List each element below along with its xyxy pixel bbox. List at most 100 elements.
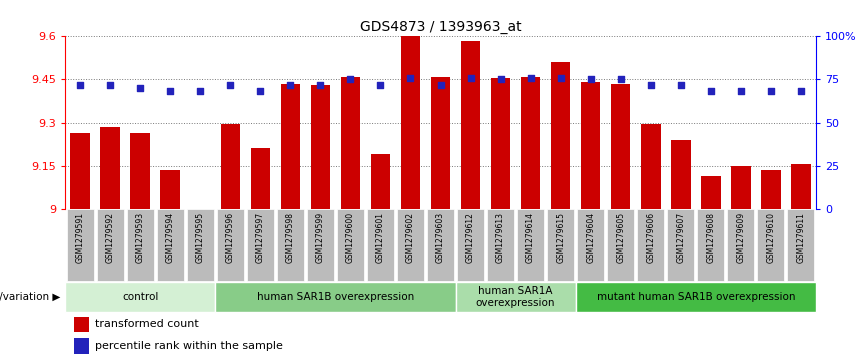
Text: control: control	[122, 292, 158, 302]
Bar	[74, 317, 89, 332]
Bar	[340, 77, 360, 209]
Point	[223, 82, 237, 87]
FancyBboxPatch shape	[577, 209, 604, 281]
FancyBboxPatch shape	[487, 209, 514, 281]
FancyBboxPatch shape	[456, 282, 575, 311]
FancyBboxPatch shape	[367, 209, 394, 281]
Point	[644, 82, 658, 87]
Text: GSM1279602: GSM1279602	[406, 212, 415, 262]
Bar	[461, 41, 480, 209]
FancyBboxPatch shape	[217, 209, 244, 281]
Point	[283, 82, 297, 87]
Point	[464, 75, 477, 81]
Point	[554, 75, 568, 81]
Text: GSM1279595: GSM1279595	[196, 212, 205, 263]
Point	[373, 82, 387, 87]
Text: human SAR1A
overexpression: human SAR1A overexpression	[476, 286, 556, 307]
Text: GSM1279599: GSM1279599	[316, 212, 325, 263]
Point	[704, 89, 718, 94]
Title: GDS4873 / 1393963_at: GDS4873 / 1393963_at	[359, 20, 522, 34]
FancyBboxPatch shape	[727, 209, 754, 281]
FancyBboxPatch shape	[65, 282, 215, 311]
Text: GSM1279600: GSM1279600	[346, 212, 355, 263]
Bar	[641, 124, 661, 209]
Text: GSM1279596: GSM1279596	[226, 212, 234, 263]
Bar	[70, 132, 90, 209]
Point	[404, 75, 418, 81]
Point	[194, 89, 207, 94]
Bar	[521, 77, 541, 209]
Text: GSM1279610: GSM1279610	[766, 212, 775, 262]
Text: GSM1279608: GSM1279608	[707, 212, 715, 262]
Text: GSM1279615: GSM1279615	[556, 212, 565, 262]
Text: GSM1279606: GSM1279606	[647, 212, 655, 263]
Text: mutant human SAR1B overexpression: mutant human SAR1B overexpression	[596, 292, 795, 302]
Text: GSM1279612: GSM1279612	[466, 212, 475, 262]
Point	[674, 82, 687, 87]
FancyBboxPatch shape	[277, 209, 304, 281]
Bar	[701, 176, 720, 209]
FancyBboxPatch shape	[608, 209, 635, 281]
FancyBboxPatch shape	[96, 209, 123, 281]
Bar	[731, 166, 751, 209]
FancyBboxPatch shape	[547, 209, 574, 281]
Bar	[431, 77, 450, 209]
Bar	[161, 170, 180, 209]
FancyBboxPatch shape	[307, 209, 334, 281]
FancyBboxPatch shape	[457, 209, 484, 281]
Text: GSM1279593: GSM1279593	[135, 212, 145, 263]
Text: GSM1279591: GSM1279591	[76, 212, 84, 262]
Text: GSM1279598: GSM1279598	[286, 212, 295, 262]
FancyBboxPatch shape	[187, 209, 214, 281]
Text: GSM1279604: GSM1279604	[586, 212, 595, 263]
Bar	[251, 148, 270, 209]
Text: GSM1279613: GSM1279613	[496, 212, 505, 262]
FancyBboxPatch shape	[157, 209, 184, 281]
Point	[794, 89, 808, 94]
Bar	[130, 132, 150, 209]
Point	[583, 77, 597, 82]
Text: GSM1279594: GSM1279594	[166, 212, 174, 263]
Point	[733, 89, 747, 94]
Bar	[581, 82, 601, 209]
Text: GSM1279605: GSM1279605	[616, 212, 625, 263]
Text: GSM1279611: GSM1279611	[797, 212, 806, 262]
Bar	[611, 84, 630, 209]
Point	[344, 77, 358, 82]
FancyBboxPatch shape	[758, 209, 785, 281]
Text: percentile rank within the sample: percentile rank within the sample	[95, 341, 283, 351]
Bar	[791, 164, 811, 209]
Text: GSM1279609: GSM1279609	[736, 212, 746, 263]
Point	[253, 89, 267, 94]
Text: GSM1279614: GSM1279614	[526, 212, 535, 262]
FancyBboxPatch shape	[697, 209, 724, 281]
Text: GSM1279601: GSM1279601	[376, 212, 385, 262]
Bar	[371, 154, 391, 209]
Bar	[551, 62, 570, 209]
FancyBboxPatch shape	[787, 209, 814, 281]
Point	[764, 89, 778, 94]
Bar	[280, 84, 300, 209]
Text: transformed count: transformed count	[95, 319, 200, 329]
Point	[494, 77, 508, 82]
Point	[313, 82, 327, 87]
Bar	[761, 170, 780, 209]
Bar	[671, 140, 691, 209]
FancyBboxPatch shape	[517, 209, 544, 281]
FancyBboxPatch shape	[215, 282, 456, 311]
FancyBboxPatch shape	[397, 209, 424, 281]
Text: GSM1279597: GSM1279597	[256, 212, 265, 263]
FancyBboxPatch shape	[67, 209, 94, 281]
Text: GSM1279592: GSM1279592	[106, 212, 115, 262]
Point	[523, 75, 537, 81]
Point	[73, 82, 87, 87]
Point	[133, 85, 147, 91]
Text: GSM1279607: GSM1279607	[676, 212, 685, 263]
FancyBboxPatch shape	[127, 209, 154, 281]
Point	[614, 77, 628, 82]
Point	[433, 82, 448, 87]
FancyBboxPatch shape	[637, 209, 664, 281]
Point	[163, 89, 177, 94]
Bar	[101, 127, 120, 209]
FancyBboxPatch shape	[247, 209, 273, 281]
